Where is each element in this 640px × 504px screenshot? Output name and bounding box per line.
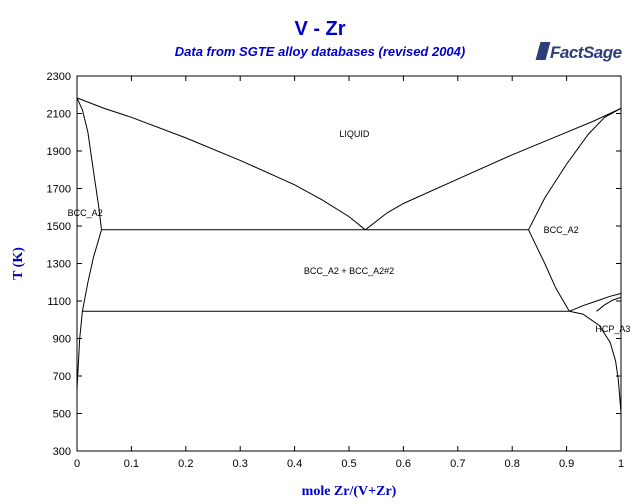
bcc-solvus-right (528, 229, 570, 312)
y-tick-label: 1900 (47, 146, 71, 158)
x-tick-label: 0.1 (124, 458, 139, 470)
bcc-hcp-upper (569, 293, 622, 312)
bcc-hcp-lower (596, 296, 622, 312)
y-tick-label: 300 (53, 446, 71, 458)
y-tick-label: 500 (53, 409, 71, 421)
liquidus-left (76, 97, 366, 231)
x-tick-label: 0.3 (233, 458, 248, 470)
x-tick-label: 0.7 (450, 458, 465, 470)
y-tick-label: 900 (53, 334, 71, 346)
factsage-logo: FactSage (535, 40, 638, 72)
region-label: BCC_A2 (544, 225, 579, 235)
solidus-left (76, 97, 102, 230)
x-tick-label: 0.2 (178, 458, 193, 470)
y-tick-label: 1100 (47, 296, 71, 308)
solidus-right (528, 107, 622, 231)
region-label: BCC_A2 + BCC_A2#2 (304, 266, 394, 276)
chart-title: V - Zr (294, 18, 346, 40)
y-tick-label: 1500 (47, 221, 71, 233)
x-tick-label: 0.5 (341, 458, 356, 470)
region-label: LIQUID (339, 129, 370, 139)
hcp-solvus (569, 310, 622, 413)
x-tick-label: 0 (74, 458, 80, 470)
y-tick-label: 2300 (47, 71, 71, 83)
x-axis-label: mole Zr/(V+Zr) (302, 484, 397, 499)
region-label: BCC_A2 (68, 208, 103, 218)
bcc-solvus-left (76, 229, 102, 390)
phase-boundaries (76, 97, 622, 413)
x-tick-label: 1 (618, 458, 624, 470)
y-tick-label: 1300 (47, 259, 71, 271)
y-tick-label: 2100 (47, 109, 71, 121)
chart-subtitle: Data from SGTE alloy databases (revised … (174, 44, 466, 59)
axis-ticks: 300 500 700 900 1100 1300 1500 1700 1900 2100 2300… (47, 71, 625, 470)
liquidus-right (364, 107, 622, 231)
x-tick-label: 0.9 (559, 458, 574, 470)
x-tick-label: 0.4 (287, 458, 302, 470)
y-tick-label: 1700 (47, 184, 71, 196)
y-tick-label: 700 (53, 371, 71, 383)
x-tick-label: 0.6 (396, 458, 411, 470)
y-axis-label: T (K) (11, 247, 26, 280)
region-labels: LIQUID BCC_A2 BCC_A2 BCC_A2 + BCC_A2#2 HCP_A… (68, 129, 631, 334)
x-tick-label: 0.8 (505, 458, 520, 470)
region-label: HCP_A3 (595, 324, 630, 334)
logo-text: FactSage (550, 43, 622, 62)
